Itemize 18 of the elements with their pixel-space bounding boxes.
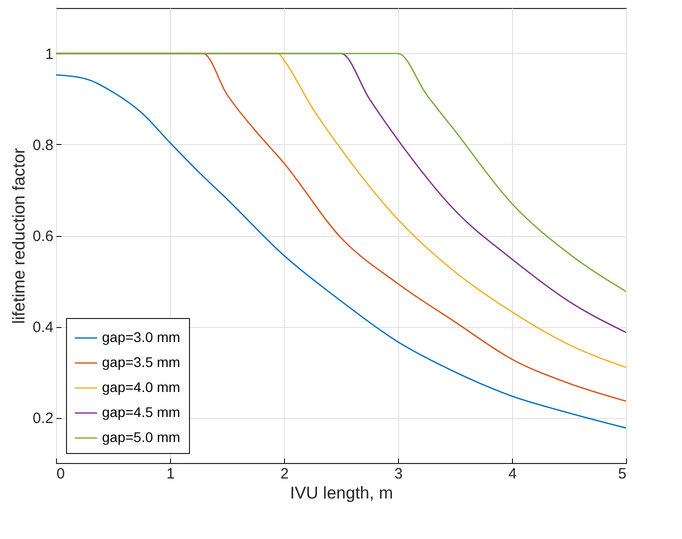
y-axis-title: lifetime reduction factor [10,148,29,324]
legend-label: gap=3.0 mm [102,329,180,345]
y-tick-label: 0.8 [32,137,54,154]
x-tick-label: 2 [280,466,289,482]
x-tick-label: 5 [618,466,626,482]
legend-label: gap=3.5 mm [102,354,180,370]
x-tick-label: 0 [56,466,65,482]
legend-label: gap=4.0 mm [102,379,180,395]
y-tick-label: 1 [45,46,54,63]
y-tick-label: 0.6 [32,228,54,245]
x-tick-label: 3 [394,466,403,482]
y-tick-label: 0.4 [32,319,54,336]
legend-label: gap=5.0 mm [102,429,180,445]
legend-label: gap=4.5 mm [102,404,180,420]
x-tick-label: 1 [166,466,175,482]
y-tick-label: 0.2 [32,410,54,427]
x-axis-title: IVU length, m [290,484,393,502]
x-tick-label: 4 [508,466,517,482]
